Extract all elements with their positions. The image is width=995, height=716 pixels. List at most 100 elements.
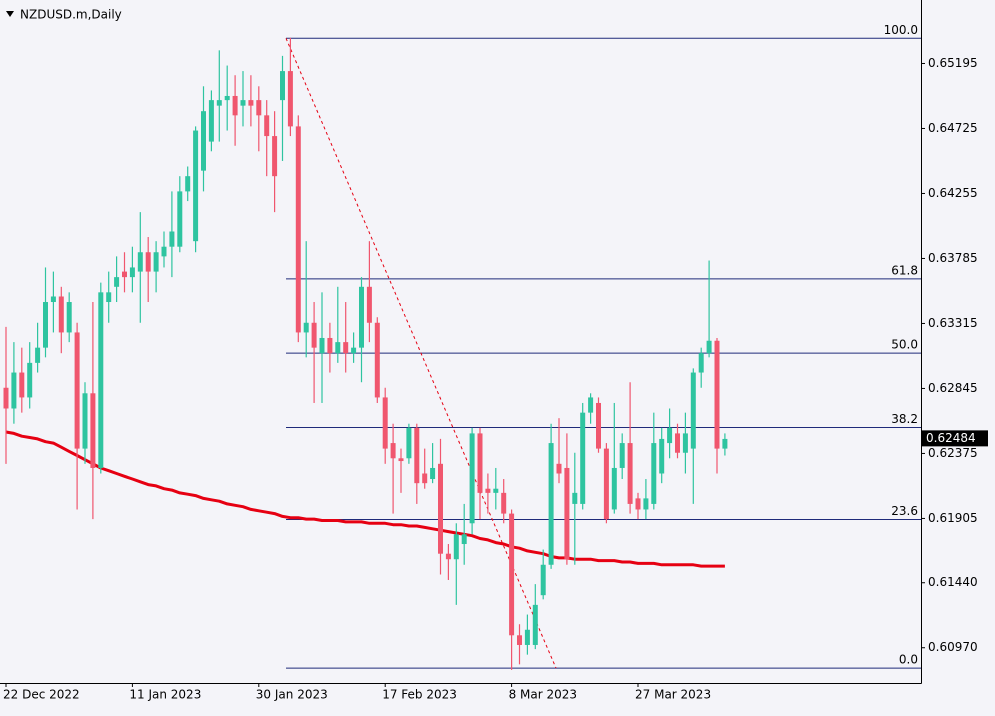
candle-body	[272, 136, 278, 177]
candle-body	[619, 443, 625, 468]
candle-body	[453, 534, 459, 560]
candle-body	[501, 492, 507, 514]
candle-body	[58, 296, 64, 333]
candle-body	[366, 286, 372, 323]
candle-body	[90, 393, 96, 468]
y-tick-label: 0.64255	[928, 186, 978, 200]
candle-body	[414, 427, 420, 484]
y-tick-label: 0.64725	[928, 121, 978, 135]
candle-body	[635, 498, 641, 510]
candle-body	[659, 438, 665, 474]
candle-body	[406, 427, 412, 459]
candle-body	[675, 433, 680, 453]
candle-body	[556, 463, 562, 474]
candle-body	[351, 347, 357, 354]
candle-body	[398, 458, 404, 462]
candle-body	[611, 467, 617, 510]
candle-body	[3, 387, 9, 409]
candle-body	[438, 463, 443, 554]
symbol-menu-arrow[interactable]	[6, 11, 14, 17]
candle-body	[193, 130, 199, 242]
candle-body	[169, 231, 175, 247]
candle-body	[201, 111, 206, 171]
candle-body	[343, 342, 349, 354]
candle-body	[509, 513, 515, 636]
candle-body	[35, 347, 41, 363]
candle-body	[374, 322, 380, 398]
y-tick-label: 0.63785	[928, 251, 978, 265]
x-tick-label: 27 Mar 2023	[635, 688, 711, 702]
candle-body	[264, 115, 270, 137]
candle-body	[564, 467, 570, 560]
y-tick-label: 0.62845	[928, 381, 978, 395]
candle-body	[19, 372, 25, 398]
candle-body	[532, 604, 538, 645]
candle-body	[153, 252, 159, 272]
candle-body	[548, 443, 554, 565]
candle-body	[311, 322, 317, 348]
candle-body	[295, 126, 301, 333]
candle-body	[161, 246, 167, 257]
last-price-box	[922, 430, 988, 447]
candle-body	[287, 71, 293, 127]
last-price-label: 0.62484	[926, 431, 976, 445]
candle-body	[461, 534, 467, 545]
y-tick-label: 0.63315	[928, 316, 978, 330]
candle-body	[145, 252, 151, 272]
candle-body	[651, 443, 657, 504]
candle-body	[682, 433, 688, 453]
fib-level-label: 0.0	[899, 653, 918, 667]
candle-body	[319, 337, 325, 354]
y-tick-label: 0.62375	[928, 446, 978, 460]
candle-body	[256, 100, 262, 116]
candle-body	[185, 176, 191, 192]
candle-body	[540, 564, 546, 596]
candle-body	[216, 100, 222, 106]
candle-body	[382, 397, 388, 449]
candle-body	[50, 296, 56, 303]
chart-title: NZDUSD.m,Daily	[20, 8, 122, 22]
candle-body	[643, 498, 649, 510]
fib-level-label: 61.8	[891, 263, 918, 277]
candle-body	[11, 372, 17, 409]
moving-average	[5, 430, 725, 568]
candle-body	[588, 397, 594, 413]
candle-body	[477, 433, 483, 493]
candle-body	[714, 340, 720, 449]
candle-body	[698, 353, 704, 373]
candle-body	[524, 629, 530, 645]
candle-body	[232, 95, 238, 116]
candle-body	[690, 372, 696, 449]
candle-body	[596, 402, 601, 449]
candle-body	[603, 448, 609, 520]
candle-body	[280, 71, 285, 101]
candle-body	[445, 553, 451, 560]
candle-body	[43, 302, 48, 348]
candle-body	[430, 467, 436, 480]
candle-body	[27, 362, 33, 398]
candle-body	[177, 191, 183, 247]
candle-body	[390, 443, 396, 459]
candle-body	[335, 342, 341, 354]
candle-body	[517, 635, 522, 645]
candle-body	[137, 252, 143, 272]
candle-body	[359, 286, 364, 348]
x-tick-label: 22 Dec 2022	[3, 688, 80, 702]
y-tick-label: 0.65195	[928, 56, 978, 70]
candle-body	[469, 433, 475, 524]
candle-body	[327, 337, 333, 354]
candle-body	[572, 492, 578, 504]
candle-body	[485, 488, 491, 493]
candle-body	[493, 488, 499, 493]
x-tick-label: 11 Jan 2023	[129, 688, 201, 702]
candle-body	[706, 340, 712, 354]
candle-body	[240, 100, 246, 106]
candle-body	[114, 277, 120, 287]
fib-level-label: 23.6	[891, 504, 918, 518]
candle-body	[82, 393, 88, 449]
y-tick-label: 0.61440	[928, 575, 978, 589]
candle-body	[129, 267, 135, 278]
